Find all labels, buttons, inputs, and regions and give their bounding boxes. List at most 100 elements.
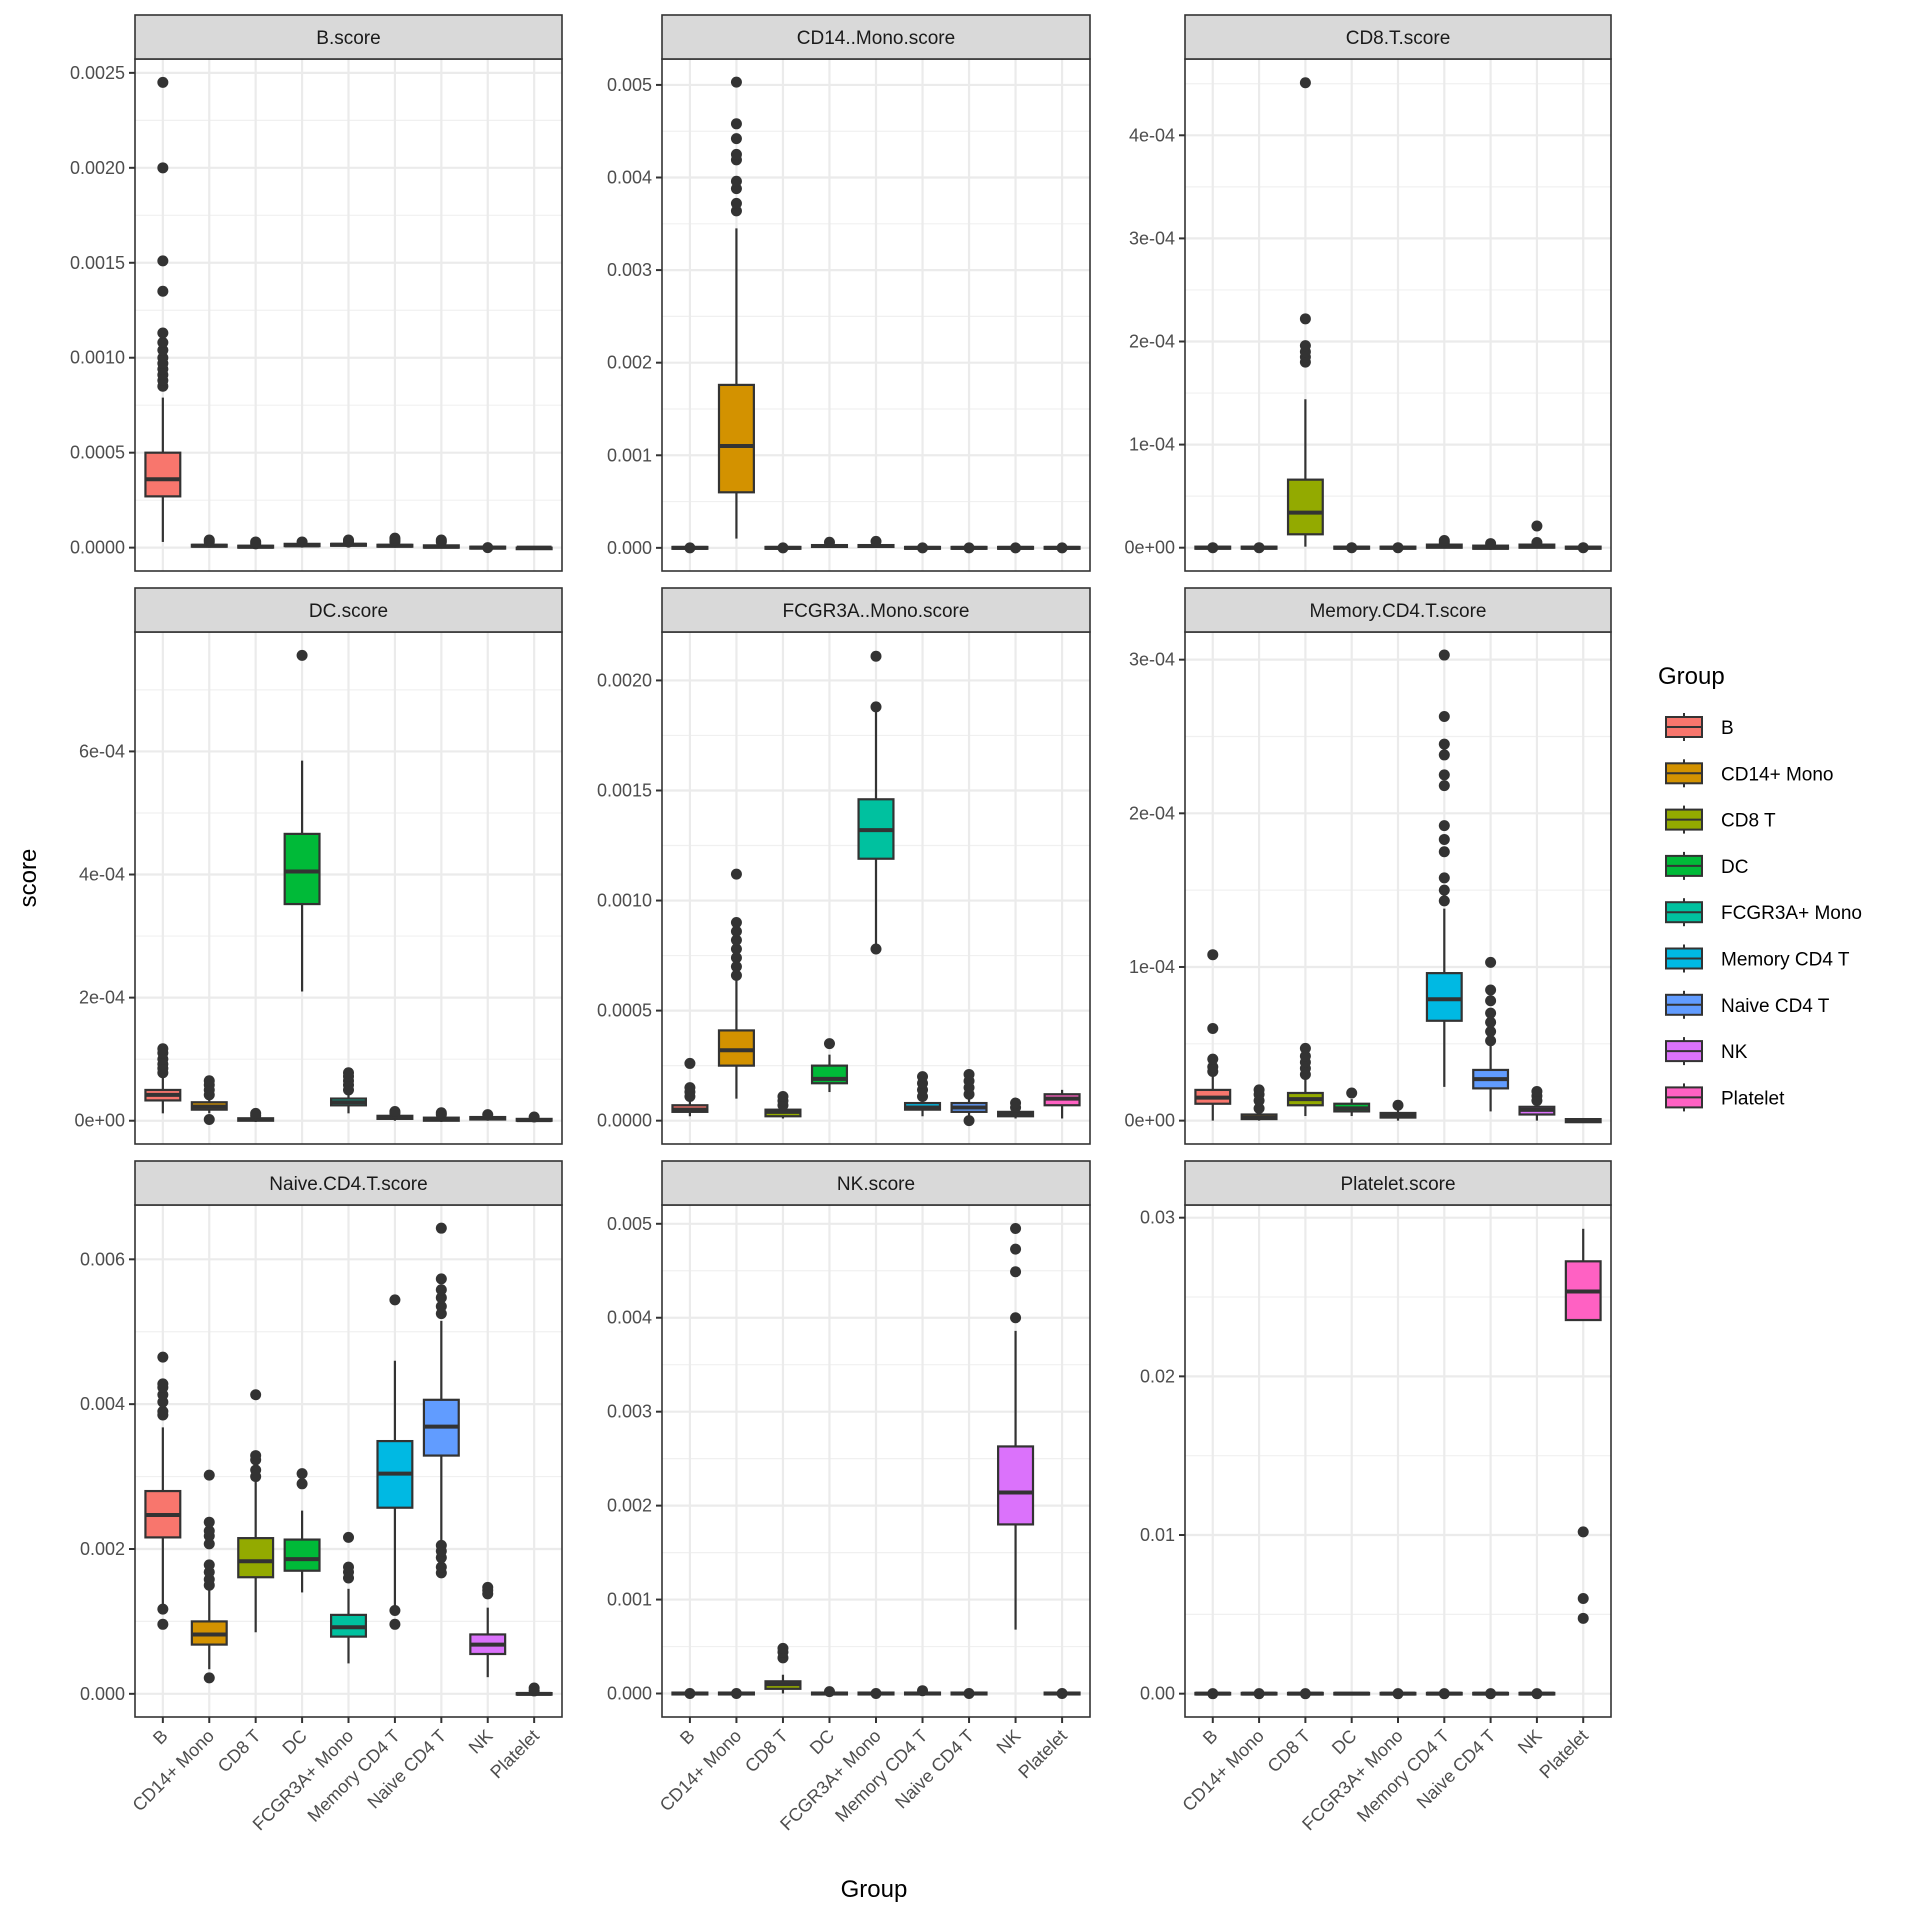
box-fcgr3a-mono [1379,542,1417,554]
outlier-point [1485,1688,1497,1700]
box-iqr [997,1445,1035,1526]
y-tick-label: 4e-04 [1129,125,1175,145]
outlier-point [296,536,308,548]
facet-strip-label: Memory.CD4.T.score [1309,601,1486,622]
facet-strip [134,587,563,633]
facet-panel: Naive.CD4.T.score0.0000.0020.0040.006BCD… [80,1160,563,1834]
facet-panel: DC.score 0e+00 2e-04 4e-04 6e-04 [74,587,563,1145]
facet-strip-label: Naive.CD4.T.score [269,1174,427,1195]
outlier-point [296,1478,308,1490]
outlier-point [435,1292,447,1304]
outlier-point [730,175,742,187]
outlier-point [1485,1035,1497,1047]
outlier-point [435,1561,447,1573]
legend-item: NK [1665,1037,1748,1066]
box-dc [283,649,321,992]
legend-label: DC [1721,857,1748,878]
outlier-point [250,536,262,548]
outlier-point [1438,884,1450,896]
legend-title: Group [1658,663,1725,690]
box-cd14-mono [717,868,755,1099]
outlier-point [730,952,742,964]
outlier-point [823,1686,835,1698]
outlier-point [1438,895,1450,907]
outlier-point [203,534,215,546]
box-cd14-mono [1240,1688,1278,1700]
facet-panel: B.score 0.0000 0.0005 0.0010 0.0015 0.0020 0.0… [70,14,563,572]
outlier-point [250,1107,262,1119]
outlier-point [1010,1266,1022,1278]
box-dc [1333,1087,1371,1117]
y-tick-label: 0.01 [1140,1525,1175,1545]
outlier-point [1438,780,1450,792]
box-iqr [144,451,182,498]
outlier-point [1207,949,1219,961]
box-platelet [1564,542,1602,554]
outlier-point [684,542,696,554]
box-platelet [515,1682,553,1697]
outlier-point [343,1067,354,1079]
box-nk [1518,1085,1556,1121]
y-tick-label: 0.002 [607,1496,652,1516]
y-tick-label: 2e-04 [79,988,125,1008]
legend-item: B [1665,713,1734,741]
y-tick-label: 0.001 [607,1590,652,1610]
box-b [1194,542,1232,554]
outlier-point [435,1284,447,1296]
outlier-point [870,650,882,662]
outlier-point [870,535,882,547]
outlier-point [203,1559,215,1571]
x-tick-label: CD8 T [741,1726,792,1777]
box-platelet [515,1111,553,1123]
outlier-point [157,1603,169,1615]
outlier-point [157,1043,169,1055]
outlier-point [250,1450,262,1462]
y-tick-label: 0.0015 [70,253,125,273]
outlier-point [777,1090,789,1102]
facet-strip [1184,1160,1612,1206]
y-tick-label: 0.005 [607,1214,652,1234]
outlier-point [963,1688,975,1700]
outlier-point [343,534,354,546]
box-iqr [237,1537,275,1579]
outlier-point [730,917,742,929]
outlier-point [1438,738,1450,750]
outlier-point [1485,1016,1497,1028]
outlier-point [1299,1688,1311,1700]
box-iqr [1286,478,1324,536]
outlier-point [1485,995,1497,1007]
x-tick-label: Platelet [486,1726,543,1783]
outlier-point [157,337,169,349]
facet-strip-label: FCGR3A..Mono.score [783,601,970,622]
box-nk [469,1581,507,1678]
facet-strip [661,587,1091,633]
box-memory-cd4-t [1425,1688,1463,1700]
box-dc [1333,1691,1371,1696]
box-naive-cd4-t [422,1222,460,1579]
outlier-point [157,344,169,356]
box-cd8-t [1286,77,1324,547]
box-memory-cd4-t [903,1071,942,1117]
outlier-point [250,1464,262,1476]
box-dc [810,1686,849,1698]
outlier-point [1346,1087,1358,1099]
outlier-point [435,1539,447,1551]
box-naive-cd4-t [422,534,460,549]
box-dc [283,1468,321,1593]
x-tick-label: CD8 T [214,1726,265,1777]
outlier-point [1392,542,1404,554]
y-tick-label: 0.0020 [597,670,652,690]
box-nk [1518,1688,1556,1700]
box-dc [810,1038,849,1093]
outlier-point [1438,846,1450,858]
box-cd8-t [1286,1042,1324,1117]
y-tick-label: 0.000 [80,1684,125,1704]
x-tick-label: DC [1328,1726,1361,1759]
facet-strip-label: NK.score [837,1174,915,1195]
outlier-point [1531,1688,1543,1700]
outlier-point [730,118,742,130]
outlier-point [1392,1099,1404,1111]
x-tick-label: NK [1514,1726,1546,1758]
legend-label: Platelet [1721,1088,1785,1109]
